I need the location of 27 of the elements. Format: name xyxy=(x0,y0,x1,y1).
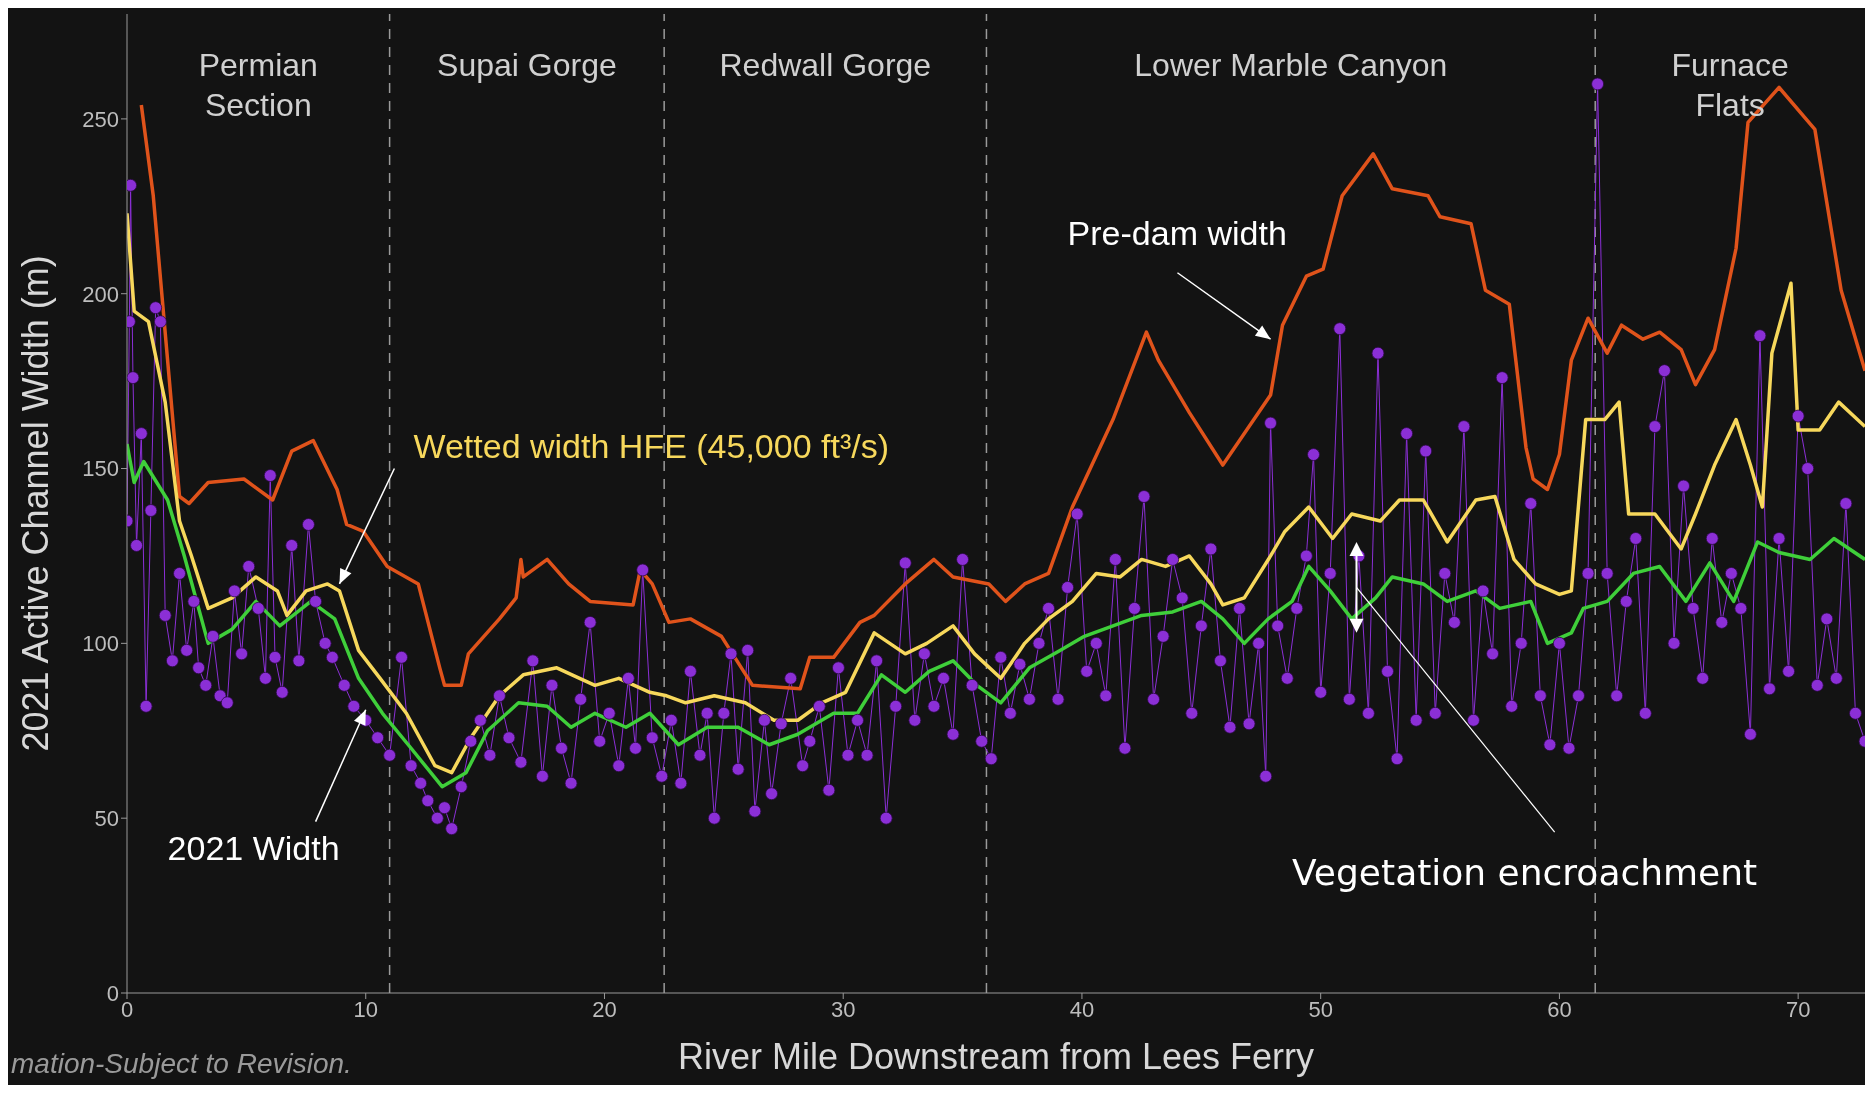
y-tick-label: 250 xyxy=(82,106,119,132)
annotation: Vegetation encroachment xyxy=(1292,851,1758,893)
y-tick-label: 200 xyxy=(82,281,119,307)
annotation: Redwall Gorge xyxy=(719,47,932,83)
x-tick-label: 20 xyxy=(592,996,617,1022)
y-tick-label: 0 xyxy=(106,980,119,1006)
annotation: Lower Marble Canyon xyxy=(1134,47,1448,83)
y-tick-label: 150 xyxy=(82,456,119,482)
series-label: Pre-dam width xyxy=(1067,213,1287,252)
line-series xyxy=(127,211,1865,775)
x-tick-label: 40 xyxy=(1069,996,1095,1022)
line-series xyxy=(139,85,1865,691)
y-axis-title: 2021 Active Channel Width (m) xyxy=(15,255,56,752)
annotation: Furnace Flats xyxy=(1671,47,1789,123)
text: mation-Subject to Revision. xyxy=(11,1048,352,1079)
x-axis-title: River Mile Downstream from Lees Ferry xyxy=(677,1036,1315,1077)
text: 2021 Width xyxy=(167,829,340,868)
x-tick-label: 30 xyxy=(830,996,856,1022)
x-tick-label: 70 xyxy=(1785,996,1811,1022)
y-tick-label: 50 xyxy=(94,805,119,831)
x-tick-label: 10 xyxy=(353,996,378,1022)
text: Wetted width HFE (45,000 ft³/s) xyxy=(413,427,890,466)
annotation: Supai Gorge xyxy=(437,47,617,83)
x-tick-label: 60 xyxy=(1547,996,1572,1022)
y-tick-label: 100 xyxy=(82,631,119,657)
x-tick-label: 50 xyxy=(1308,996,1333,1022)
annotation: Permian Section xyxy=(198,47,318,123)
